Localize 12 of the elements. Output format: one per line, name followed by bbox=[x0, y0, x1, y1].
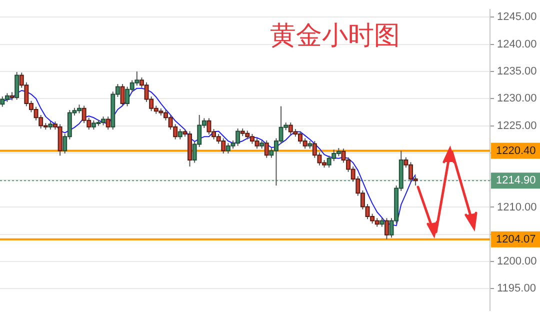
y-tick-label: 1210.00 bbox=[497, 201, 537, 214]
chart-title: 黄金小时图 bbox=[270, 20, 400, 52]
ref-line-label: 1214.90 bbox=[496, 174, 536, 187]
y-tick-label: 1195.00 bbox=[497, 282, 536, 295]
y-tick-label: 1235.00 bbox=[497, 66, 537, 78]
ref-line-label: 1220.40 bbox=[496, 144, 536, 157]
y-tick-label: 1240.00 bbox=[497, 38, 537, 50]
y-tick-label: 1245.00 bbox=[497, 11, 537, 24]
y-tick-label: 1200.00 bbox=[497, 256, 537, 268]
y-tick-label: 1230.00 bbox=[497, 92, 537, 105]
y-tick-label: 1225.00 bbox=[497, 120, 537, 132]
ref-line-label: 1204.07 bbox=[496, 233, 536, 246]
